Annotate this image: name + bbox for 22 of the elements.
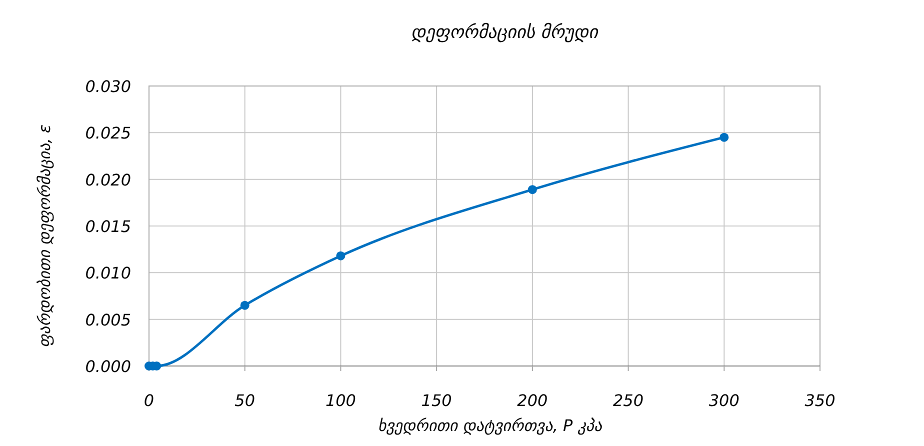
x-tick-label: 200 xyxy=(517,391,548,410)
y-tick-label: 0.000 xyxy=(85,357,131,376)
x-tick-label: 50 xyxy=(234,391,256,410)
x-tick-label: 150 xyxy=(421,391,452,410)
y-tick-label: 0.030 xyxy=(85,77,131,96)
point xyxy=(240,300,250,310)
y-tick-label: 0.005 xyxy=(85,310,131,330)
y-tick-label: 0.020 xyxy=(85,170,131,190)
y-tick-label: 0.015 xyxy=(85,217,131,236)
point xyxy=(336,251,346,260)
chart-title: დეფორმაციის მრუდი xyxy=(411,22,600,43)
x-tick-label: 250 xyxy=(613,391,644,410)
y-tick-label: 0.010 xyxy=(85,264,131,283)
x-tick-label: 100 xyxy=(325,391,356,410)
point xyxy=(720,132,729,142)
x-tick-label: 350 xyxy=(804,391,836,410)
x-axis-title: ხვედრითი დატვირთვა, P კპა xyxy=(378,416,604,435)
y-tick-label: 0.025 xyxy=(85,124,131,143)
x-tick-label: 0 xyxy=(144,391,154,410)
y-axis-title: ფარდობითი დეფორმაცია, ε xyxy=(35,124,54,348)
point xyxy=(528,185,537,194)
x-tick-label: 300 xyxy=(708,391,740,410)
